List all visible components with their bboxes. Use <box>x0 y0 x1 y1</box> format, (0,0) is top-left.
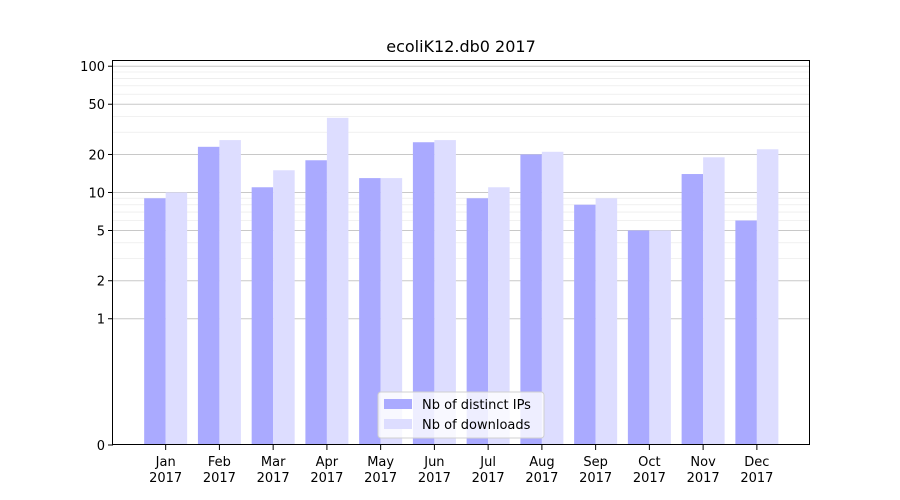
legend-label: Nb of distinct IPs <box>422 398 531 413</box>
bar-downloads <box>488 187 510 446</box>
x-axis: Jan2017Feb2017Mar2017Apr2017May2017Jun20… <box>149 445 773 486</box>
plot-frame <box>112 60 810 445</box>
bar-downloads <box>434 140 456 445</box>
bar-downloads <box>273 170 295 445</box>
x-tick-label-year: 2017 <box>418 471 451 486</box>
x-tick-label-year: 2017 <box>364 471 397 486</box>
x-tick-label-year: 2017 <box>257 471 290 486</box>
legend-swatch <box>384 419 412 429</box>
bar-distinct-ips <box>574 204 596 445</box>
y-tick-label: 2 <box>97 275 105 290</box>
y-axis: 0 1 2 5 10 20 50 100 <box>80 60 113 454</box>
y-tick-label: 1 <box>97 313 105 328</box>
bar-downloads <box>649 230 671 445</box>
bar-downloads <box>380 178 403 446</box>
x-tick-label-year: 2017 <box>633 471 666 486</box>
x-tick-label-year: 2017 <box>740 471 773 486</box>
x-tick-label-year: 2017 <box>525 471 558 486</box>
x-tick-label-year: 2017 <box>310 471 343 486</box>
bar-downloads <box>703 157 725 445</box>
y-tick-label: 0 <box>97 439 105 454</box>
bar-distinct-ips <box>144 198 166 445</box>
bar-downloads <box>326 117 349 446</box>
x-tick-label-year: 2017 <box>149 471 182 486</box>
legend-swatch <box>384 399 412 409</box>
legend-box <box>377 391 545 439</box>
bar-distinct-ips <box>681 174 704 445</box>
bar-distinct-ips <box>251 187 274 446</box>
chart-title: ecoliK12.db0 2017 <box>386 37 536 56</box>
x-tick-label-year: 2017 <box>472 471 505 486</box>
x-tick-label-month: Nov <box>690 455 716 470</box>
bar-distinct-ips <box>627 230 650 445</box>
legend-label: Nb of downloads <box>422 418 531 433</box>
x-tick-label-month: Feb <box>208 455 231 470</box>
bar-distinct-ips <box>466 198 489 445</box>
bar-distinct-ips <box>412 142 435 445</box>
y-tick-label: 100 <box>80 60 105 75</box>
y-tick-label: 10 <box>88 186 105 201</box>
bar-distinct-ips <box>305 160 327 446</box>
x-tick-label-month: Oct <box>638 455 660 470</box>
x-tick-label-month: May <box>367 455 394 470</box>
y-tick-label: 5 <box>97 224 105 239</box>
y-tick-label: 20 <box>88 148 105 163</box>
bar-downloads <box>756 149 779 445</box>
bar-distinct-ips <box>735 220 757 445</box>
bar-distinct-ips <box>520 154 542 445</box>
bar-downloads <box>219 140 241 445</box>
x-tick-label-month: Jun <box>423 455 444 470</box>
x-tick-label-month: Apr <box>316 455 339 470</box>
bar-downloads <box>541 151 564 445</box>
bar-downloads <box>165 192 188 445</box>
x-tick-label-month: Mar <box>261 455 286 470</box>
x-tick-label-month: Jan <box>155 455 176 470</box>
x-tick-label-year: 2017 <box>687 471 720 486</box>
bar-downloads <box>595 198 618 445</box>
x-tick-label-month: Aug <box>529 455 554 470</box>
x-tick-label-month: Dec <box>744 455 769 470</box>
bar-distinct-ips <box>359 178 381 446</box>
x-tick-label-month: Sep <box>583 455 608 470</box>
y-tick-label: 50 <box>88 98 105 113</box>
x-tick-label-month: Jul <box>479 455 496 470</box>
bar-distinct-ips <box>197 146 220 445</box>
bars <box>144 117 779 446</box>
x-tick-label-year: 2017 <box>579 471 612 486</box>
legend: Nb of distinct IPs Nb of downloads <box>377 391 545 439</box>
x-tick-label-year: 2017 <box>203 471 236 486</box>
